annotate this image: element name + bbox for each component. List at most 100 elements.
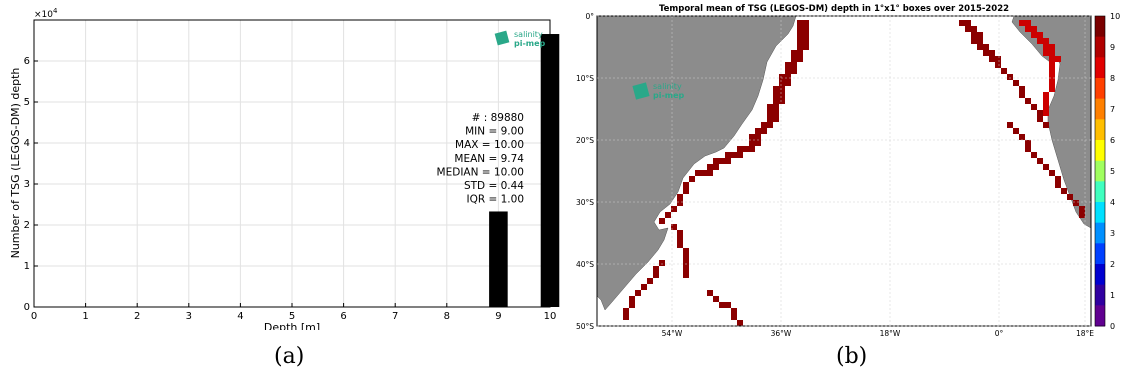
track-cell — [677, 242, 683, 248]
colorbar-swatch — [1095, 36, 1105, 58]
x-tick-label: 7 — [392, 311, 398, 322]
track-cell — [1025, 26, 1031, 32]
track-cell — [971, 38, 977, 44]
track-cell — [1037, 158, 1043, 164]
x-axis-label: Depth [m] — [264, 321, 320, 330]
lat-tick-label: 10°S — [576, 74, 594, 83]
track-cell — [737, 320, 743, 326]
track-cell — [1019, 20, 1025, 26]
track-cell — [1079, 206, 1085, 212]
track-cell — [965, 26, 971, 32]
stat-line: IQR = 1.00 — [466, 194, 524, 206]
track-cell — [1043, 104, 1049, 110]
track-cell — [779, 80, 785, 86]
ship-tracks — [623, 20, 1085, 326]
track-cell — [1049, 170, 1055, 176]
track-cell — [1043, 98, 1049, 104]
track-cell — [695, 170, 701, 176]
track-cell — [683, 272, 689, 278]
colorbar-swatch — [1095, 264, 1105, 286]
track-cell — [1079, 212, 1085, 218]
y-exponent-label: ×104 — [34, 7, 58, 20]
track-cell — [779, 74, 785, 80]
track-cell — [791, 68, 797, 74]
track-cell — [749, 146, 755, 152]
y-tick-label: 0 — [24, 302, 30, 313]
colorbar-swatch — [1095, 98, 1105, 120]
lat-tick-label: 40°S — [576, 260, 594, 269]
track-cell — [1049, 86, 1055, 92]
lat-tick-label: 50°S — [576, 322, 594, 331]
colorbar-tick-label: 0 — [1110, 322, 1115, 331]
track-cell — [779, 86, 785, 92]
track-cell — [1049, 74, 1055, 80]
track-cell — [785, 80, 791, 86]
y-tick-label: 5 — [24, 97, 30, 108]
stat-line: MAX = 10.00 — [455, 139, 524, 151]
track-cell — [635, 290, 641, 296]
track-cell — [683, 254, 689, 260]
depth-map: Temporal mean of TSG (LEGOS-DM) depth in… — [576, 4, 1120, 338]
track-cell — [1043, 110, 1049, 116]
track-cell — [779, 98, 785, 104]
stat-line: MEAN = 9.74 — [454, 153, 524, 165]
track-cell — [773, 110, 779, 116]
track-cell — [683, 266, 689, 272]
x-tick-label: 8 — [444, 311, 450, 322]
lon-tick-label: 54°W — [662, 329, 683, 338]
track-cell — [785, 74, 791, 80]
y-tick-label: 1 — [24, 261, 30, 272]
track-cell — [623, 308, 629, 314]
colorbar-swatch — [1095, 140, 1105, 162]
colorbar-tick-label: 5 — [1110, 167, 1115, 176]
colorbar-tick-label: 3 — [1110, 229, 1115, 238]
track-cell — [755, 134, 761, 140]
track-cell — [749, 134, 755, 140]
track-cell — [791, 62, 797, 68]
track-cell — [1031, 104, 1037, 110]
track-cell — [1037, 32, 1043, 38]
track-cell — [797, 56, 803, 62]
track-cell — [1037, 116, 1043, 122]
pimep-logo-map: salinity pi-mep — [632, 82, 685, 100]
track-cell — [1049, 80, 1055, 86]
colorbar-tick-label: 2 — [1110, 260, 1115, 269]
track-cell — [713, 296, 719, 302]
colorbar-swatch — [1095, 78, 1105, 100]
track-cell — [785, 68, 791, 74]
track-cell — [1043, 164, 1049, 170]
track-cell — [797, 26, 803, 32]
track-cell — [761, 122, 767, 128]
svg-text:salinity: salinity — [653, 82, 682, 91]
track-cell — [683, 182, 689, 188]
track-cell — [797, 50, 803, 56]
stat-line: MIN = 9.00 — [465, 126, 524, 138]
x-tick-label: 5 — [289, 311, 295, 322]
track-cell — [995, 56, 1001, 62]
lon-tick-label: 0° — [995, 329, 1004, 338]
track-cell — [755, 128, 761, 134]
track-cell — [977, 38, 983, 44]
track-cell — [1031, 32, 1037, 38]
track-cell — [1043, 50, 1049, 56]
x-tick-label: 4 — [237, 311, 243, 322]
track-cell — [773, 98, 779, 104]
histogram-bar — [540, 34, 560, 307]
track-cell — [797, 44, 803, 50]
x-tick-label: 2 — [134, 311, 140, 322]
track-cell — [1019, 134, 1025, 140]
track-cell — [647, 278, 653, 284]
colorbar-swatch — [1095, 243, 1105, 265]
track-cell — [1025, 140, 1031, 146]
track-cell — [629, 302, 635, 308]
track-cell — [1037, 110, 1043, 116]
map-frame — [596, 15, 1092, 327]
pimep-logo: salinity pi-mep — [494, 30, 546, 48]
track-cell — [731, 308, 737, 314]
track-cell — [1049, 44, 1055, 50]
stat-line: STD = 0.44 — [464, 180, 524, 192]
lat-tick-label: 30°S — [576, 198, 594, 207]
track-cell — [1007, 74, 1013, 80]
track-cell — [1043, 38, 1049, 44]
track-cell — [671, 224, 677, 230]
